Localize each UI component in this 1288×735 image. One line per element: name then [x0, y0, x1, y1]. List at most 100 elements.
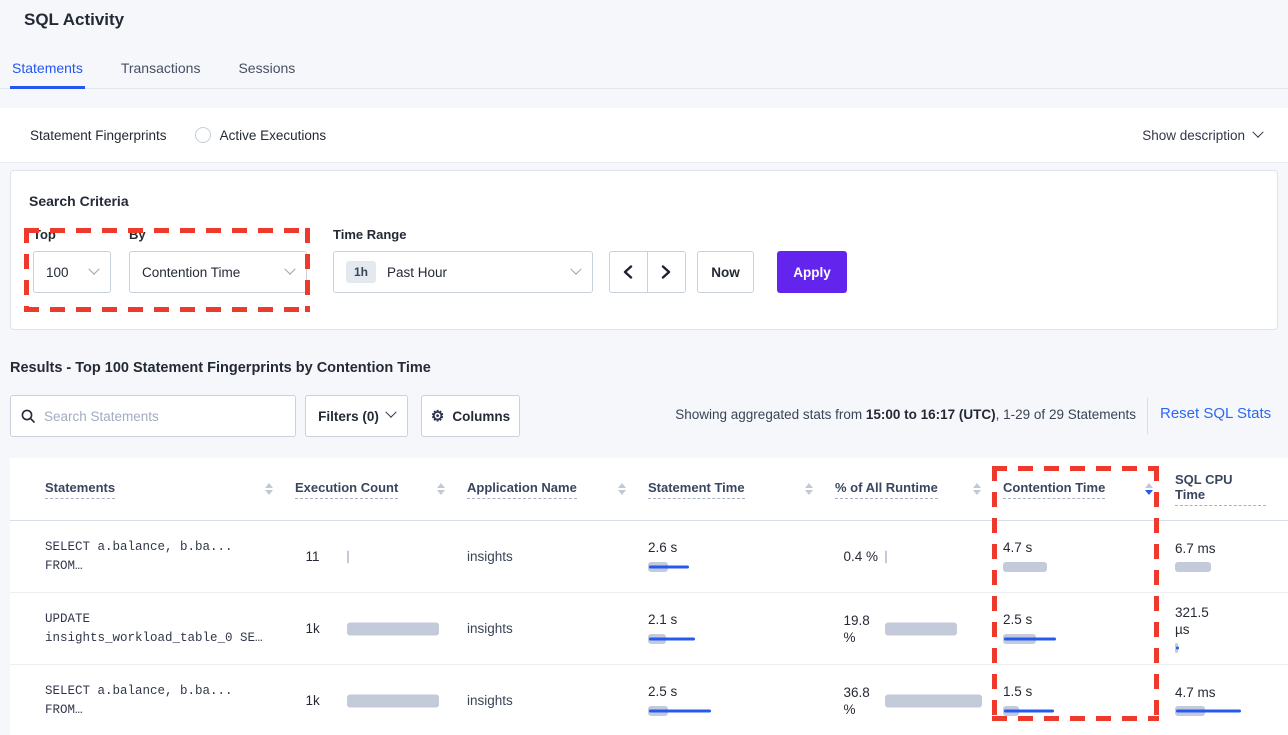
contention-time-cell: 2.5 s — [1003, 593, 1175, 664]
chevron-down-icon — [88, 263, 100, 275]
table-row: SELECT a.balance, b.ba... FROM… 1k insig… — [10, 665, 1288, 735]
column-header-pct-runtime[interactable]: % of All Runtime — [835, 480, 1003, 499]
chevron-down-icon — [385, 406, 397, 418]
table-header-row: Statements Execution Count Application N… — [10, 458, 1288, 521]
pct-runtime-cell: 19.8 % — [835, 593, 1003, 664]
now-button[interactable]: Now — [697, 251, 754, 293]
aggregated-stats-note: Showing aggregated stats from 15:00 to 1… — [675, 407, 1136, 422]
time-pager — [609, 251, 686, 293]
pct-runtime-cell: 0.4 % — [835, 521, 1003, 592]
execution-count-cell: 11 — [295, 521, 467, 592]
time-range-value: Past Hour — [387, 264, 448, 280]
sort-arrows-icon[interactable] — [973, 483, 981, 495]
statement-time-bar — [648, 705, 758, 717]
pct-runtime-bar — [884, 622, 995, 635]
application-name-cell: insights — [467, 621, 513, 636]
pct-runtime-bar — [884, 550, 995, 563]
application-name-cell: insights — [467, 549, 513, 564]
column-header-statements[interactable]: Statements — [45, 480, 295, 499]
statement-time-bar — [648, 561, 758, 573]
reset-sql-stats-link[interactable]: Reset SQL Stats — [1160, 405, 1272, 422]
execution-count-bar — [346, 622, 457, 635]
column-header-contention-time[interactable]: Contention Time — [1003, 480, 1175, 499]
statement-time-cell: 2.5 s — [648, 665, 835, 735]
statements-table: Statements Execution Count Application N… — [10, 458, 1288, 735]
pct-runtime-bar — [884, 694, 995, 707]
chevron-down-icon — [570, 263, 582, 275]
filters-button[interactable]: Filters (0) — [305, 395, 408, 437]
sort-arrows-icon[interactable] — [437, 483, 445, 495]
execution-count-cell: 1k — [295, 665, 467, 735]
page-title: SQL Activity — [24, 10, 125, 29]
apply-button[interactable]: Apply — [777, 251, 847, 293]
time-range-badge: 1h — [346, 261, 377, 283]
show-description-label: Show description — [1142, 127, 1245, 143]
previous-range-button[interactable] — [610, 252, 648, 292]
next-range-button[interactable] — [648, 252, 686, 292]
tab-statements[interactable]: Statements — [10, 60, 85, 89]
search-statements-box — [10, 395, 296, 437]
top-label: Top — [33, 227, 56, 242]
execution-count-bar — [346, 550, 457, 563]
search-criteria-panel: Search Criteria Top By Time Range 100 Co… — [10, 170, 1278, 330]
radio-label: Statement Fingerprints — [30, 127, 167, 143]
statement-cell[interactable]: SELECT a.balance, b.ba... FROM… — [45, 683, 233, 717]
sql-cpu-time-bar — [1175, 642, 1285, 654]
search-criteria-heading: Search Criteria — [29, 193, 129, 209]
chevron-down-icon — [284, 263, 296, 275]
vertical-divider — [1147, 398, 1148, 434]
statement-time-cell: 2.6 s — [648, 521, 835, 592]
gear-icon: ⚙ — [430, 407, 445, 425]
radio-statement-fingerprints[interactable]: Statement Fingerprints — [30, 127, 167, 230]
sql-cpu-time-bar — [1175, 561, 1285, 573]
filters-label: Filters (0) — [318, 408, 379, 424]
column-header-application-name[interactable]: Application Name — [467, 480, 648, 499]
statement-cell[interactable]: UPDATE insights_workload_table_0 SE… — [45, 611, 263, 645]
column-header-statement-time[interactable]: Statement Time — [648, 480, 835, 499]
by-select-value: Contention Time — [142, 264, 241, 280]
statement-time-cell: 2.1 s — [648, 593, 835, 664]
table-row: SELECT a.balance, b.ba... FROM… 11 insig… — [10, 521, 1288, 593]
columns-label: Columns — [452, 408, 511, 424]
tab-transactions[interactable]: Transactions — [120, 60, 201, 76]
column-header-sql-cpu-time[interactable]: SQL CPU Time — [1175, 472, 1288, 506]
top-select-value: 100 — [46, 264, 69, 280]
sort-arrows-icon[interactable] — [1145, 483, 1153, 495]
tab-bar: Statements Transactions Sessions — [10, 60, 297, 89]
sort-arrows-icon[interactable] — [618, 483, 626, 495]
execution-count-cell: 1k — [295, 593, 467, 664]
radio-unselected-icon — [194, 127, 211, 143]
search-statements-input[interactable] — [44, 408, 285, 424]
contention-time-bar — [1003, 633, 1113, 645]
pct-runtime-cell: 36.8 % — [835, 665, 1003, 735]
sql-cpu-time-bar — [1175, 705, 1285, 717]
tabs-divider — [0, 88, 1288, 89]
table-row: UPDATE insights_workload_table_0 SE… 1k … — [10, 593, 1288, 665]
column-header-execution-count[interactable]: Execution Count — [295, 480, 467, 499]
top-select[interactable]: 100 — [33, 251, 111, 293]
time-range-label: Time Range — [333, 227, 407, 242]
contention-time-bar — [1003, 705, 1113, 717]
view-toggle-bar: Statement Fingerprints Active Executions… — [0, 108, 1288, 230]
time-range-select[interactable]: 1h Past Hour — [333, 251, 593, 293]
chevron-down-icon — [1252, 126, 1264, 138]
contention-time-bar — [1003, 561, 1113, 573]
contention-time-cell: 1.5 s — [1003, 665, 1175, 735]
by-select[interactable]: Contention Time — [129, 251, 307, 293]
sort-arrows-icon[interactable] — [805, 483, 813, 495]
show-description-toggle[interactable]: Show description — [1142, 126, 1264, 143]
results-heading: Results - Top 100 Statement Fingerprints… — [10, 360, 431, 376]
radio-active-executions[interactable]: Active Executions — [194, 127, 326, 143]
sql-cpu-time-cell: 321.5 µs — [1175, 593, 1288, 664]
tab-sessions[interactable]: Sessions — [238, 60, 296, 76]
sort-arrows-icon[interactable] — [265, 483, 273, 495]
sql-cpu-time-cell: 4.7 ms — [1175, 665, 1288, 735]
contention-time-cell: 4.7 s — [1003, 521, 1175, 592]
columns-button[interactable]: ⚙ Columns — [421, 395, 520, 437]
sql-cpu-time-cell: 6.7 ms — [1175, 521, 1288, 592]
chevron-right-icon — [662, 265, 671, 279]
statement-time-bar — [648, 633, 758, 645]
statement-cell[interactable]: SELECT a.balance, b.ba... FROM… — [45, 539, 233, 573]
by-label: By — [129, 227, 146, 242]
